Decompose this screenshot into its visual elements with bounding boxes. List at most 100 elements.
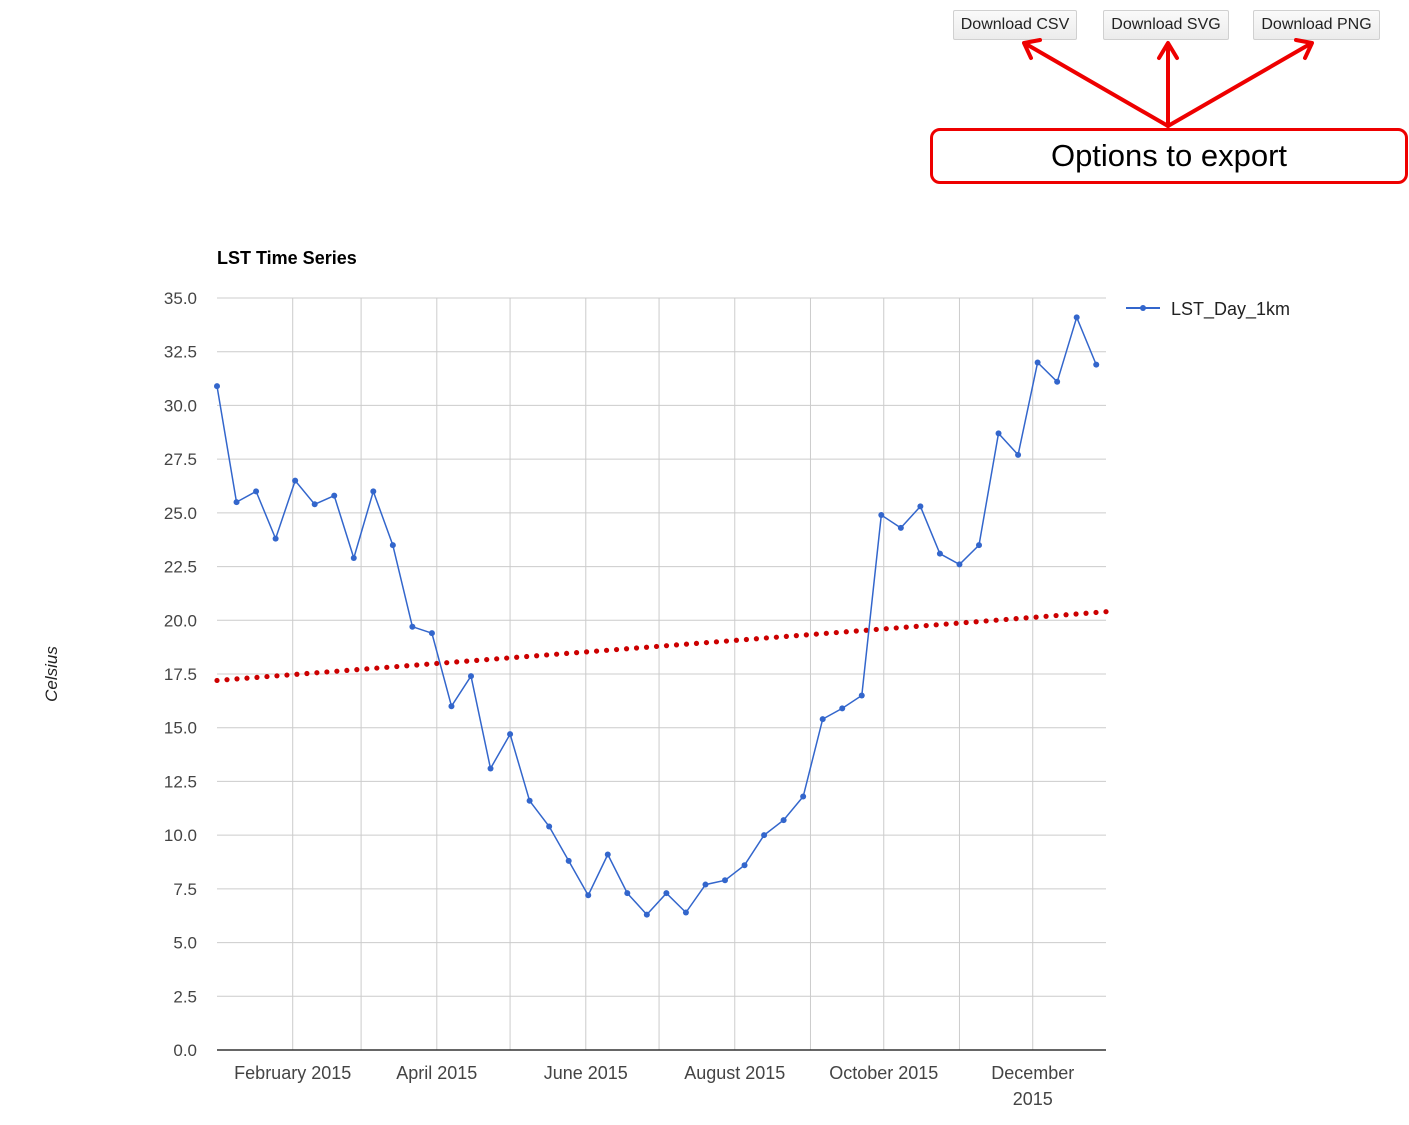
trendline-point <box>524 653 530 660</box>
trendline-point <box>464 658 470 664</box>
trendline-point <box>434 660 440 667</box>
y-tick-label: 12.5 <box>164 772 197 791</box>
trendline-point <box>1103 609 1109 615</box>
lst-day-data-point <box>526 797 533 804</box>
trendline-point <box>344 667 350 674</box>
gridlines <box>217 297 1106 1050</box>
lst-day-data-point <box>214 383 220 390</box>
lst-day-data-point <box>507 731 514 738</box>
lst-day-data-point <box>1054 378 1061 385</box>
lst-day-data-point <box>936 550 943 557</box>
trendline-point <box>613 646 620 653</box>
trendline-point <box>544 652 550 658</box>
y-tick-label: 15.0 <box>164 719 197 738</box>
lst-day-data-point <box>956 561 963 568</box>
lst-day-data-point <box>800 793 807 800</box>
lst-day-data-point <box>663 890 670 897</box>
trendline-point <box>973 619 979 625</box>
trendline-point <box>633 645 640 651</box>
trendline-point <box>1083 610 1089 616</box>
trendline-point <box>364 666 370 672</box>
chart-title: LST Time Series <box>217 248 357 268</box>
y-tick-label: 25.0 <box>164 504 197 523</box>
download-svg-button[interactable]: Download SVG <box>1103 10 1229 40</box>
lst-day-data-point <box>897 524 904 531</box>
lst-day-data-point <box>643 911 650 918</box>
trendline-point <box>593 648 600 654</box>
arrow-to-csv <box>1024 42 1170 128</box>
y-tick-label: 2.5 <box>173 987 197 1006</box>
trendline-point <box>933 622 939 628</box>
trendline-point <box>224 677 230 683</box>
trendline-point <box>983 618 989 624</box>
lst-day-data-point <box>761 832 768 839</box>
trendline-point <box>673 642 680 648</box>
trendline-point <box>1013 616 1019 622</box>
series <box>214 314 1109 918</box>
lst-day-data-point <box>976 542 982 549</box>
trendline-point <box>813 631 819 637</box>
trendline-point <box>324 669 330 675</box>
trendline-point <box>314 670 320 676</box>
lst-day-data-point <box>917 503 924 510</box>
trendline-point <box>304 670 310 677</box>
trendline-point <box>713 639 720 645</box>
lst-day-data-point <box>604 851 611 858</box>
x-tick-label: October 2015 <box>829 1063 938 1083</box>
trendline-point <box>623 646 630 652</box>
download-png-button[interactable]: Download PNG <box>1253 10 1380 40</box>
trendline-point <box>743 636 750 643</box>
download-csv-button[interactable]: Download CSV <box>953 10 1077 40</box>
lst-day-data-point <box>350 554 357 561</box>
callout-label: Options to export <box>1050 138 1288 173</box>
x-tick-label: February 2015 <box>234 1063 351 1083</box>
x-tick-label: August 2015 <box>684 1063 785 1083</box>
lst-day-data-point <box>858 692 865 699</box>
trendline-point <box>484 656 490 663</box>
trendline-point <box>404 663 410 669</box>
lst-day-data-point <box>428 630 435 637</box>
trendline-point <box>514 654 520 660</box>
lst-day-data-point <box>487 765 494 772</box>
trendline-point <box>294 671 300 677</box>
trendline-point <box>923 622 929 629</box>
export-options-callout: Options to export <box>930 128 1408 184</box>
trendline-point <box>1003 616 1009 623</box>
x-tick-label: December <box>991 1063 1074 1083</box>
trendline-point <box>554 651 560 657</box>
lst-day-data-point <box>468 673 474 680</box>
legend[interactable]: LST_Day_1km <box>1126 299 1290 320</box>
trendline-point <box>823 630 829 636</box>
trendline-point <box>244 675 250 681</box>
lst-day-data-point <box>311 501 318 508</box>
lst-day-data-point <box>1093 361 1100 368</box>
lst-day-data-point <box>1073 314 1080 321</box>
trendline-point <box>843 629 849 635</box>
trendline-point <box>833 629 839 636</box>
y-tick-label: 35.0 <box>164 289 197 308</box>
trendline-point <box>753 636 759 642</box>
trendline-point <box>474 657 480 663</box>
trendline-point <box>573 650 580 656</box>
trendline-point <box>384 664 390 670</box>
trendline-point <box>803 632 809 638</box>
trendline-point <box>1033 614 1039 620</box>
lst-day-data-point <box>780 817 787 824</box>
trendline-point <box>853 628 859 634</box>
trendline-point <box>763 635 769 641</box>
lst-day-data-point <box>448 703 455 710</box>
y-tick-label: 32.5 <box>164 343 197 362</box>
arrowhead-svg <box>1157 41 1179 60</box>
lst-day-data-point <box>331 492 338 499</box>
trendline-point <box>414 662 420 668</box>
y-tick-label: 27.5 <box>164 450 197 469</box>
trendline-point <box>534 653 540 659</box>
trendline-point <box>1043 613 1049 619</box>
trendline-point <box>793 633 799 639</box>
trendline-point <box>723 638 730 644</box>
trendline-point <box>583 649 590 655</box>
trendline-point <box>1073 611 1079 617</box>
lst-day-data-point <box>878 512 885 519</box>
trendline-point <box>1063 612 1069 618</box>
